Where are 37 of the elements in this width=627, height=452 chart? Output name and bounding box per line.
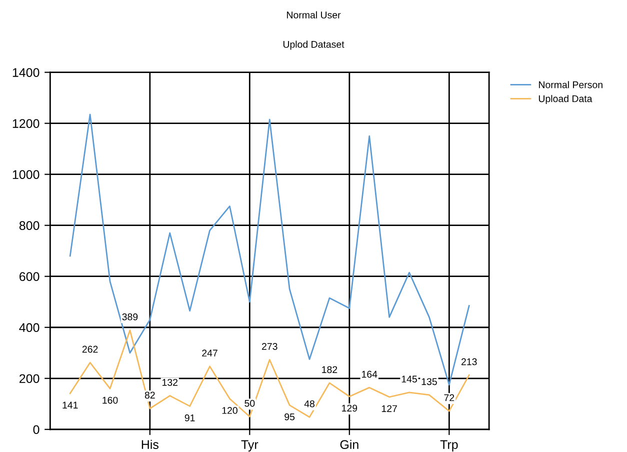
x-tick-label: Tyr [241, 440, 258, 452]
y-tick-label: 600 [20, 272, 40, 282]
data-label: 127 [382, 405, 397, 412]
legend-label: Normal Person [538, 81, 602, 88]
data-label: 91 [184, 414, 195, 422]
data-label: 120 [222, 407, 238, 414]
y-tick-label: 400 [19, 323, 40, 332]
data-label: 50 [244, 400, 255, 407]
y-tick-label: 800 [19, 221, 40, 230]
data-label: 389 [122, 313, 138, 320]
y-tick-label: 1200 [12, 119, 40, 128]
data-label: 135 [422, 378, 437, 386]
data-label: 132 [162, 378, 178, 386]
data-label: 182 [322, 366, 338, 374]
x-tick-label: Trp [440, 440, 458, 452]
legend-label: Upload Data [538, 94, 592, 104]
x-tick-label: Gin [340, 440, 358, 449]
data-label: 145 [402, 376, 417, 383]
data-label: 262 [82, 346, 98, 353]
y-tick-label: 0 [33, 425, 40, 434]
data-label: 247 [202, 350, 218, 356]
data-label: 95 [284, 413, 295, 420]
y-tick-label: 200 [20, 374, 40, 384]
y-tick-label: 1400 [12, 68, 40, 77]
data-label: 141 [62, 402, 78, 408]
data-label: 82 [144, 392, 155, 399]
chart-title: Normal User [287, 11, 341, 18]
data-label: 48 [304, 400, 314, 408]
data-label: 72 [444, 394, 454, 402]
x-tick-label: His [142, 440, 158, 449]
data-label: 160 [102, 396, 118, 404]
data-label: 164 [362, 370, 378, 378]
data-label: 273 [262, 342, 278, 350]
data-label: 213 [461, 358, 477, 366]
y-tick-label: 1000 [12, 170, 40, 179]
data-label: 129 [342, 404, 358, 412]
chart-subtitle: Uplod Dataset [283, 40, 344, 50]
